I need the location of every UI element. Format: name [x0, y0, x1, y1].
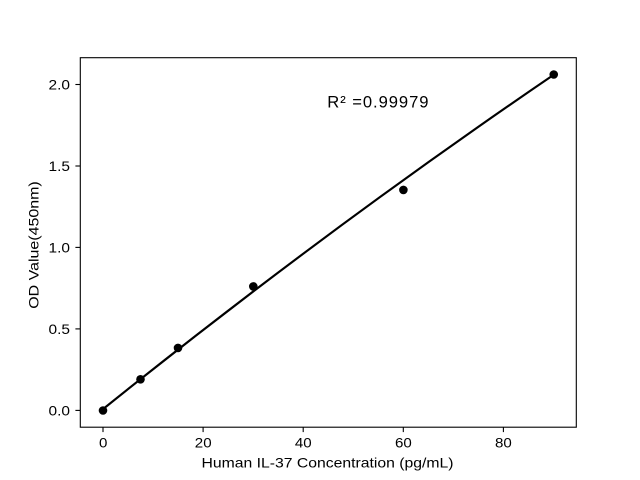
svg-text:40: 40: [295, 435, 312, 450]
svg-text:OD Value(450nm): OD Value(450nm): [26, 181, 42, 309]
svg-text:1.0: 1.0: [49, 240, 71, 255]
svg-text:1.5: 1.5: [49, 159, 71, 174]
svg-text:0: 0: [99, 435, 108, 450]
svg-text:60: 60: [395, 435, 412, 450]
svg-text:2.0: 2.0: [49, 78, 71, 93]
svg-text:20: 20: [195, 435, 212, 450]
svg-text:Human IL-37 Concentration (pg/: Human IL-37 Concentration (pg/mL): [202, 454, 454, 470]
svg-text:80: 80: [495, 435, 512, 450]
svg-text:R² =0.99979: R² =0.99979: [327, 93, 428, 112]
svg-text:0.0: 0.0: [49, 403, 71, 418]
svg-text:0.5: 0.5: [49, 322, 71, 337]
